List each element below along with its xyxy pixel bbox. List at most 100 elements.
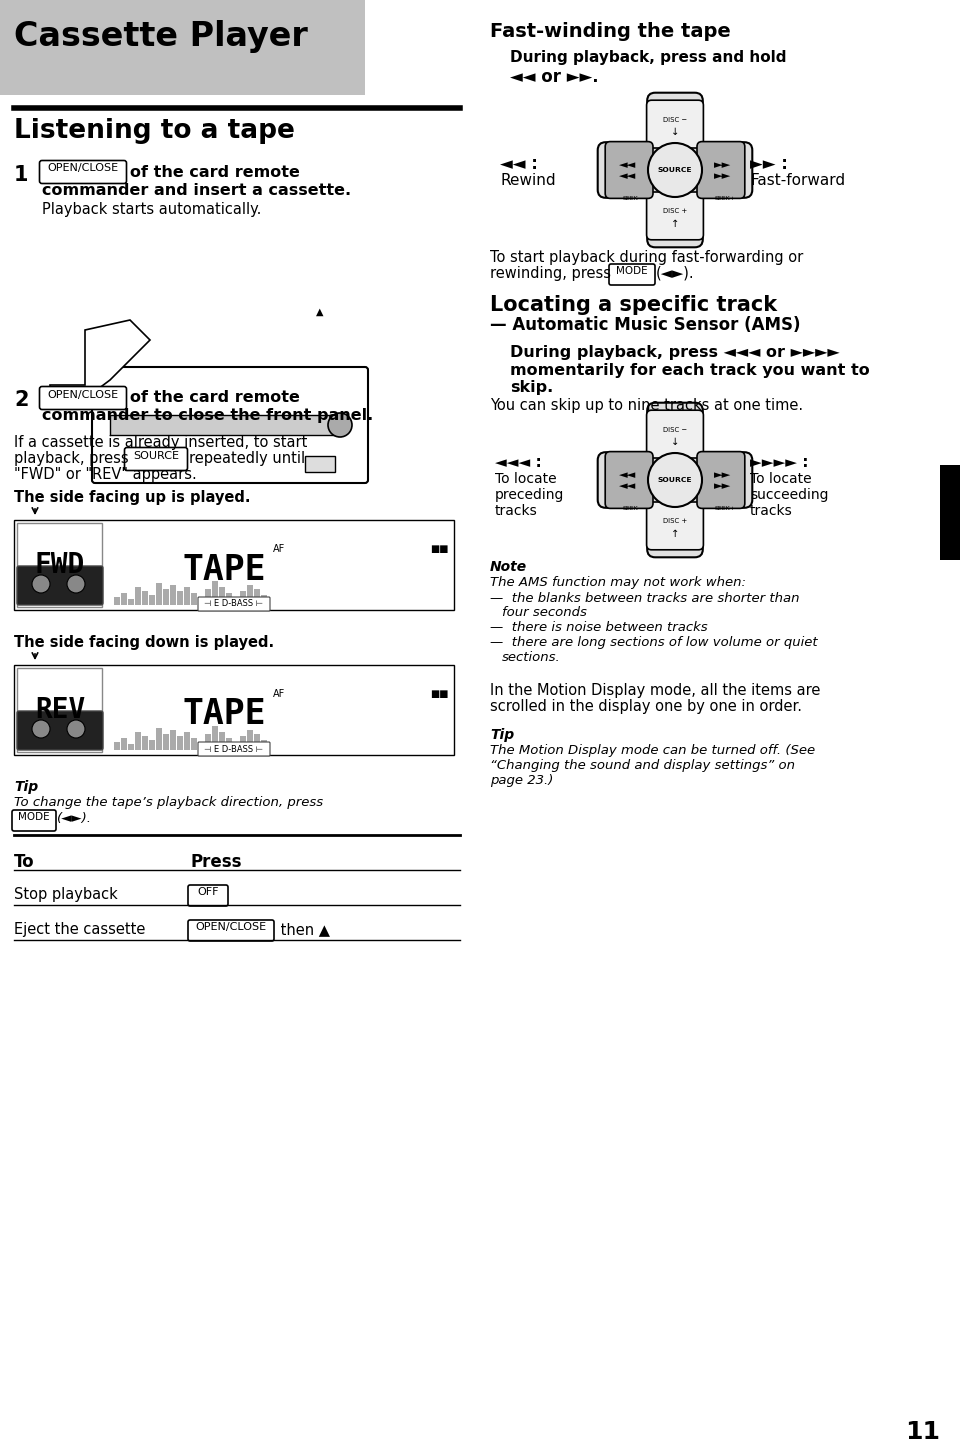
FancyBboxPatch shape	[92, 368, 368, 483]
Bar	[177, 737, 183, 750]
Text: of the card remote: of the card remote	[130, 391, 300, 405]
Text: "FWD" or "REV" appears.: "FWD" or "REV" appears.	[14, 467, 197, 482]
FancyBboxPatch shape	[12, 810, 56, 831]
Bar	[240, 590, 246, 605]
Text: ►►: ►►	[714, 470, 732, 480]
Bar	[121, 738, 127, 750]
FancyBboxPatch shape	[125, 447, 187, 470]
FancyBboxPatch shape	[188, 920, 274, 941]
Bar	[212, 582, 218, 605]
Bar	[240, 737, 246, 750]
Text: rewinding, press: rewinding, press	[490, 266, 611, 281]
Bar	[205, 589, 211, 605]
FancyBboxPatch shape	[598, 453, 753, 508]
Text: ►►: ►►	[714, 482, 732, 492]
Bar	[254, 734, 260, 750]
FancyBboxPatch shape	[17, 566, 103, 605]
Text: SOURCE: SOURCE	[658, 478, 692, 483]
Text: ◄◄: ◄◄	[618, 161, 636, 171]
Bar	[184, 587, 190, 605]
Bar	[142, 737, 148, 750]
Text: ◄◄: ◄◄	[618, 470, 636, 480]
FancyBboxPatch shape	[198, 742, 270, 755]
Text: To start playback during fast-forwarding or: To start playback during fast-forwarding…	[490, 250, 804, 265]
Text: You can skip up to nine tracks at one time.: You can skip up to nine tracks at one ti…	[490, 398, 804, 412]
Bar	[0, 0, 365, 96]
Bar	[114, 742, 120, 750]
Text: commander and insert a cassette.: commander and insert a cassette.	[42, 182, 351, 198]
Text: commander to close the front panel.: commander to close the front panel.	[42, 408, 373, 423]
Text: momentarily for each track you want to: momentarily for each track you want to	[510, 363, 870, 378]
Text: SEEK−: SEEK−	[622, 197, 643, 201]
Bar	[205, 734, 211, 750]
Text: ↑: ↑	[671, 218, 679, 229]
Text: ↑: ↑	[671, 530, 679, 540]
Text: To change the tape’s playback direction, press: To change the tape’s playback direction,…	[14, 796, 324, 809]
Bar	[191, 738, 197, 750]
Text: ►►►► :: ►►►► :	[750, 454, 808, 470]
Bar	[212, 726, 218, 750]
Text: FWD: FWD	[35, 551, 85, 579]
Circle shape	[648, 453, 702, 506]
Text: Rewind: Rewind	[500, 174, 556, 188]
Text: “Changing the sound and display settings” on: “Changing the sound and display settings…	[490, 760, 795, 773]
Bar	[233, 742, 239, 750]
Text: ►► :: ►► :	[750, 155, 788, 174]
Text: MODE: MODE	[616, 266, 648, 276]
Text: succeeding: succeeding	[750, 488, 828, 502]
Text: Fast-winding the tape: Fast-winding the tape	[490, 22, 731, 41]
Text: ▲: ▲	[316, 307, 324, 317]
Bar	[247, 585, 253, 605]
Text: Tip: Tip	[490, 728, 515, 742]
Text: SEEK+: SEEK+	[714, 506, 735, 511]
Circle shape	[32, 721, 50, 738]
Text: preceding: preceding	[495, 488, 564, 502]
Bar	[128, 744, 134, 750]
Bar	[149, 595, 155, 605]
Bar	[114, 598, 120, 605]
FancyBboxPatch shape	[647, 502, 704, 550]
Text: If a cassette is already inserted, to start: If a cassette is already inserted, to st…	[14, 436, 307, 450]
Bar	[198, 742, 204, 750]
Text: The side facing down is played.: The side facing down is played.	[14, 635, 275, 650]
Bar	[135, 587, 141, 605]
Circle shape	[648, 143, 702, 197]
Bar	[219, 587, 225, 605]
Text: OPEN/CLOSE: OPEN/CLOSE	[47, 391, 119, 399]
Text: During playback, press ◄◄◄ or ►►►►: During playback, press ◄◄◄ or ►►►►	[510, 344, 840, 360]
Text: SOURCE: SOURCE	[133, 451, 179, 462]
Bar	[254, 589, 260, 605]
Text: OPEN/CLOSE: OPEN/CLOSE	[47, 164, 119, 174]
Bar	[170, 585, 176, 605]
Bar	[184, 732, 190, 750]
Text: 2: 2	[14, 391, 29, 410]
Text: OPEN/CLOSE: OPEN/CLOSE	[196, 922, 267, 932]
Bar	[226, 593, 232, 605]
Text: ►►: ►►	[714, 171, 732, 181]
Text: (◄►).: (◄►).	[57, 812, 92, 825]
Bar	[198, 598, 204, 605]
Text: DISC −: DISC −	[663, 427, 687, 433]
Text: In the Motion Display mode, all the items are: In the Motion Display mode, all the item…	[490, 683, 821, 697]
Text: ⊣ E D-BASS ⊢: ⊣ E D-BASS ⊢	[204, 745, 263, 754]
Text: To: To	[14, 852, 35, 871]
Circle shape	[67, 721, 85, 738]
Text: To locate: To locate	[750, 472, 811, 486]
Text: sections.: sections.	[502, 651, 561, 664]
Text: 11: 11	[905, 1420, 940, 1444]
Bar	[170, 729, 176, 750]
Bar	[177, 590, 183, 605]
Text: ►►: ►►	[714, 161, 732, 171]
Bar	[305, 456, 335, 472]
Bar	[156, 583, 162, 605]
Text: then ▲: then ▲	[276, 922, 330, 938]
Bar	[128, 599, 134, 605]
Bar	[940, 464, 960, 560]
Text: REV: REV	[35, 696, 85, 724]
Text: To locate: To locate	[495, 472, 557, 486]
FancyBboxPatch shape	[647, 100, 704, 148]
Text: four seconds: four seconds	[502, 606, 587, 619]
Circle shape	[67, 574, 85, 593]
FancyBboxPatch shape	[605, 451, 653, 508]
Bar	[17, 669, 102, 752]
